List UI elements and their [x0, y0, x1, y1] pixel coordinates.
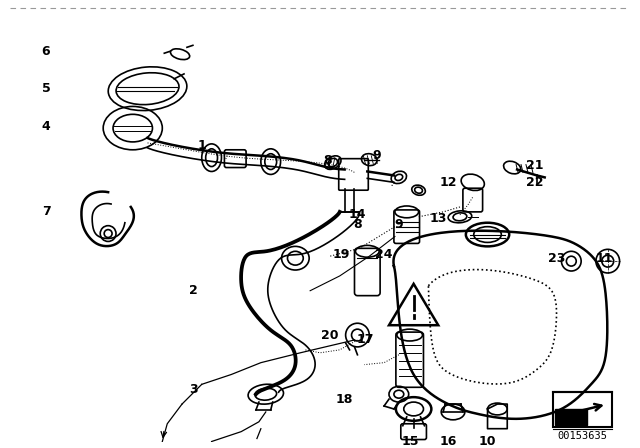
Text: 3: 3: [189, 383, 198, 396]
Text: 12: 12: [440, 176, 457, 189]
Text: 15: 15: [402, 435, 419, 448]
Text: 5: 5: [42, 82, 51, 95]
Text: 9: 9: [373, 149, 381, 162]
Text: 13: 13: [429, 212, 447, 225]
Text: 23: 23: [548, 252, 565, 265]
Text: 20: 20: [321, 328, 339, 341]
Text: 17: 17: [356, 333, 374, 346]
FancyBboxPatch shape: [554, 409, 587, 425]
Text: 14: 14: [349, 208, 366, 221]
Text: 1: 1: [197, 139, 206, 152]
Text: 6: 6: [42, 45, 51, 58]
Text: 4: 4: [42, 120, 51, 133]
Text: 9: 9: [394, 218, 403, 231]
Text: 21: 21: [526, 159, 543, 172]
Text: 24: 24: [375, 248, 393, 261]
Text: 10: 10: [479, 435, 496, 448]
Text: 16: 16: [440, 435, 457, 448]
Text: 2: 2: [189, 284, 198, 297]
Text: 18: 18: [336, 392, 353, 405]
Text: 00153635: 00153635: [557, 431, 607, 440]
Text: 11: 11: [595, 252, 612, 265]
Text: 8: 8: [353, 218, 362, 231]
Text: 22: 22: [526, 176, 543, 189]
Text: 7: 7: [42, 205, 51, 218]
Text: 19: 19: [333, 248, 350, 261]
Text: 8: 8: [324, 154, 332, 167]
